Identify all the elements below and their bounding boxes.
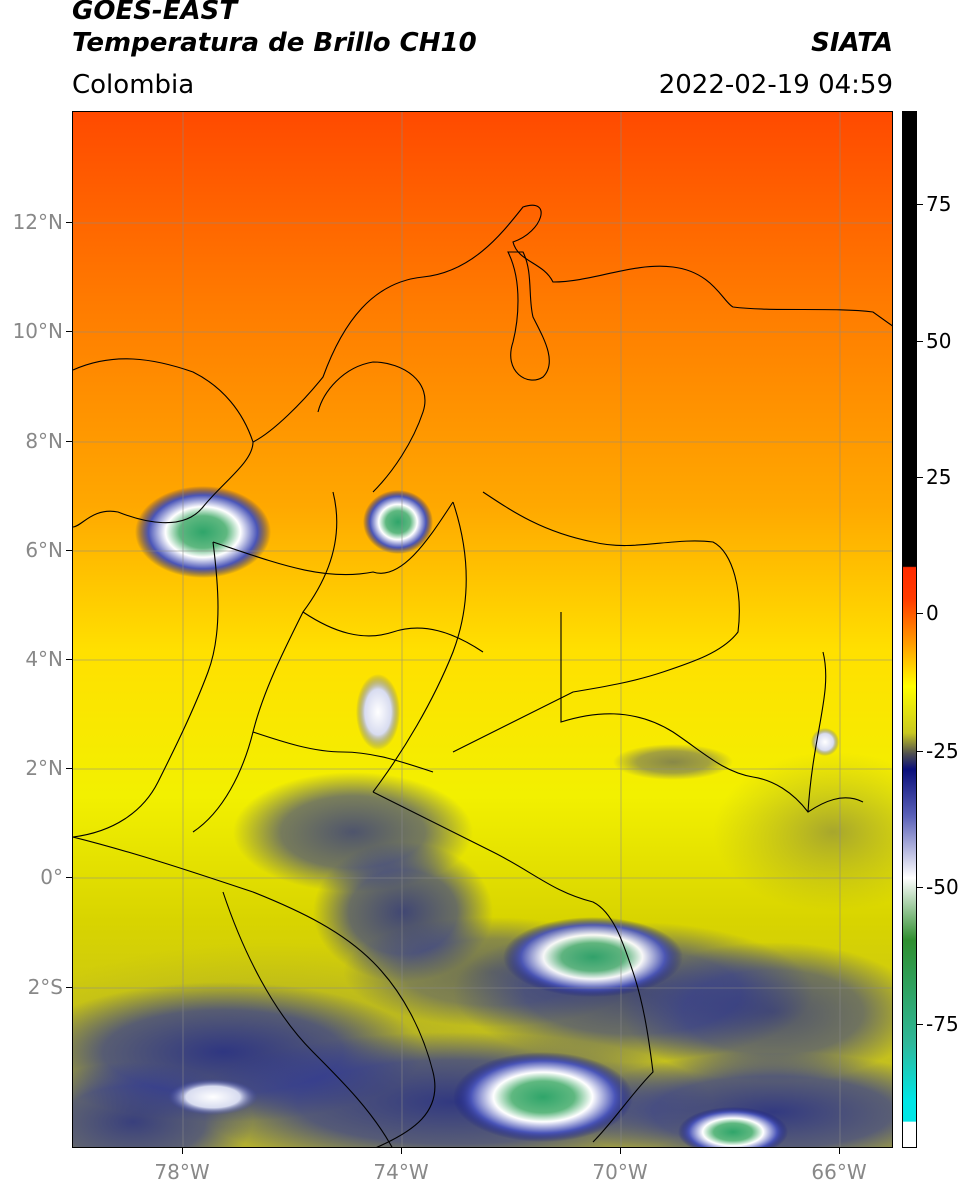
lake-maracaibo: [507, 251, 550, 381]
lat-label: 4°N: [25, 647, 63, 671]
dept-border-b: [192, 491, 338, 833]
colorbar-label: 75: [926, 192, 952, 216]
panama-coast: [73, 441, 254, 528]
lon-tick: [182, 1148, 183, 1154]
lat-tick: [66, 331, 72, 332]
lat-label: 12°N: [12, 210, 63, 234]
dept-border-d: [317, 361, 426, 493]
lon-label: 74°W: [373, 1160, 429, 1184]
colorbar-label: 25: [926, 465, 952, 489]
dept-border-g: [807, 651, 827, 813]
venezuela-border: [452, 491, 740, 753]
colorbar-label: 0: [926, 601, 939, 625]
cb-tick: [917, 751, 923, 752]
caribbean-coast: [73, 204, 892, 443]
lat-tick: [66, 441, 72, 442]
dept-border-c: [372, 501, 467, 793]
brand-label: SIATA: [811, 28, 893, 58]
map-title-line1: GOES-EAST: [72, 0, 238, 26]
olive-area-east: [713, 752, 892, 912]
cb-tick: [917, 1024, 923, 1025]
lon-label: 66°W: [811, 1160, 867, 1184]
lat-label: 6°N: [25, 538, 63, 562]
satellite-map: [72, 111, 893, 1148]
colorbar-label: 50: [926, 329, 952, 353]
colorbar-gradient: [903, 112, 916, 1147]
colorbar: [902, 111, 917, 1148]
graticule: [73, 112, 892, 1147]
colorbar-svg: [903, 112, 916, 1147]
eastern-border: [560, 612, 864, 813]
map-svg: [73, 112, 892, 1147]
ecuador-border: [73, 836, 436, 1147]
cb-tick: [917, 613, 923, 614]
lon-label: 70°W: [592, 1160, 648, 1184]
lat-tick: [66, 659, 72, 660]
cb-tick: [917, 204, 923, 205]
deep-convection: [135, 486, 839, 1147]
timestamp-label: 2022-02-19 04:59: [658, 70, 893, 100]
lat-label: 8°N: [25, 429, 63, 453]
peru-border: [372, 791, 654, 1143]
lat-tick: [66, 222, 72, 223]
colorbar-label: -75: [926, 1012, 959, 1036]
lat-tick: [66, 550, 72, 551]
coastlines-and-borders: [73, 204, 892, 1147]
lon-tick: [401, 1148, 402, 1154]
dept-border-e: [302, 611, 484, 653]
lat-tick: [66, 987, 72, 988]
region-label: Colombia: [72, 70, 195, 100]
lat-tick: [66, 768, 72, 769]
dept-border-a: [212, 501, 454, 576]
colorbar-label: -50: [926, 875, 959, 899]
lon-tick: [839, 1148, 840, 1154]
lon-tick: [620, 1148, 621, 1154]
cold-cloud-bands: [73, 744, 892, 1147]
pacific-coast: [73, 541, 219, 838]
lat-label: 0°: [40, 865, 63, 889]
cb-tick: [917, 341, 923, 342]
lat-label: 2°S: [27, 975, 63, 999]
lat-label: 10°N: [12, 319, 63, 343]
dept-border-f: [252, 731, 434, 773]
lon-label: 78°W: [154, 1160, 210, 1184]
lat-tick: [66, 877, 72, 878]
cb-tick: [917, 477, 923, 478]
lat-label: 2°N: [25, 756, 63, 780]
dept-border-h: [222, 891, 393, 1147]
cb-tick: [917, 887, 923, 888]
colorbar-label: -25: [926, 739, 959, 763]
map-title-line2: Temperatura de Brillo CH10: [72, 28, 477, 58]
